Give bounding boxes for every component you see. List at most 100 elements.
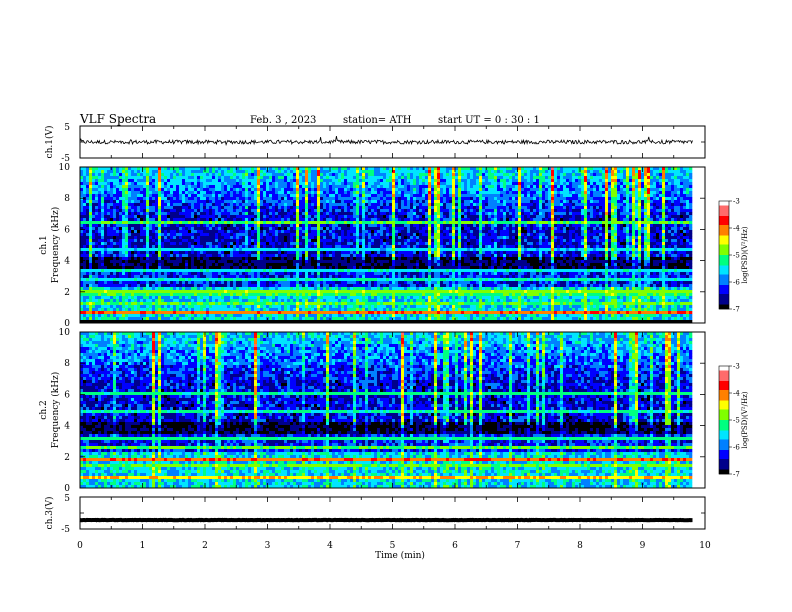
spectrogram-cell bbox=[206, 179, 210, 183]
spectrogram-cell bbox=[332, 173, 336, 177]
spectrogram-cell bbox=[95, 182, 99, 186]
spectrogram-cell bbox=[284, 227, 288, 231]
spectrogram-cell bbox=[683, 236, 687, 240]
spectrogram-cell bbox=[233, 185, 237, 189]
spectrogram-cell bbox=[626, 167, 630, 171]
spectrogram-cell bbox=[374, 233, 378, 237]
spectrogram-cell bbox=[167, 167, 171, 171]
spectrogram-cell bbox=[674, 215, 678, 219]
spectrogram-cell bbox=[278, 173, 282, 177]
spectrogram-cell bbox=[350, 212, 354, 216]
spectrogram-cell bbox=[614, 167, 618, 171]
spectrogram-cell bbox=[212, 224, 216, 228]
spectrogram-cell bbox=[635, 227, 639, 231]
spectrogram-cell bbox=[332, 224, 336, 228]
spectrogram-cell bbox=[500, 194, 504, 198]
spectrogram-cell bbox=[335, 218, 339, 222]
spectrogram-cell bbox=[281, 197, 285, 201]
spectrogram-cell bbox=[350, 206, 354, 210]
spectrogram-cell bbox=[566, 236, 570, 240]
spectrogram-cell bbox=[380, 236, 384, 240]
spectrogram-cell bbox=[392, 224, 396, 228]
spectrogram-cell bbox=[452, 224, 456, 228]
spectrogram-cell bbox=[638, 203, 642, 207]
spectrogram-cell bbox=[449, 212, 453, 216]
spectrogram-cell bbox=[173, 167, 177, 171]
spectrogram-cell bbox=[119, 200, 123, 204]
spectrogram-cell bbox=[494, 179, 498, 183]
spectrogram-cell bbox=[476, 194, 480, 198]
spectrogram-cell bbox=[98, 221, 102, 225]
spectrogram-cell bbox=[299, 170, 303, 174]
spectrogram-cell bbox=[509, 179, 513, 183]
spectrogram-cell bbox=[536, 212, 540, 216]
spectrogram-cell bbox=[128, 188, 132, 192]
spectrogram-cell bbox=[212, 206, 216, 210]
spectrogram-cell bbox=[623, 227, 627, 231]
spectrogram-cell bbox=[161, 182, 165, 186]
spectrogram-cell bbox=[347, 197, 351, 201]
spectrogram-cell bbox=[647, 230, 651, 234]
spectrogram-cell bbox=[344, 194, 348, 198]
spectrogram-cell bbox=[245, 233, 249, 237]
spectrogram-cell bbox=[419, 173, 423, 177]
spectrogram-cell bbox=[665, 212, 669, 216]
spectrogram-cell bbox=[224, 167, 228, 171]
spectrogram-cell bbox=[572, 236, 576, 240]
spectrogram-cell bbox=[269, 200, 273, 204]
spectrogram-cell bbox=[479, 206, 483, 210]
spectrogram-cell bbox=[512, 173, 516, 177]
spectrogram-cell bbox=[653, 179, 657, 183]
spectrogram-cell bbox=[137, 197, 141, 201]
spectrogram-cell bbox=[200, 224, 204, 228]
spectrogram-cell bbox=[395, 233, 399, 237]
spectrogram-cell bbox=[632, 188, 636, 192]
spectrogram-cell bbox=[653, 221, 657, 225]
spectrogram-cell bbox=[377, 215, 381, 219]
spectrogram-cell bbox=[356, 206, 360, 210]
spectrogram-cell bbox=[512, 224, 516, 228]
spectrogram-cell bbox=[494, 176, 498, 180]
spectrogram-cell bbox=[596, 197, 600, 201]
spectrogram-cell bbox=[185, 197, 189, 201]
spectrogram-cell bbox=[404, 167, 408, 171]
spectrogram-cell bbox=[452, 185, 456, 189]
spectrogram-cell bbox=[167, 215, 171, 219]
spectrogram-cell bbox=[326, 221, 330, 225]
spectrogram-cell bbox=[224, 212, 228, 216]
spectrogram-cell bbox=[293, 212, 297, 216]
spectrogram-cell bbox=[662, 203, 666, 207]
spectrogram-cell bbox=[398, 182, 402, 186]
spectrogram-cell bbox=[140, 182, 144, 186]
spectrogram-cell bbox=[152, 200, 156, 204]
spectrogram-cell bbox=[242, 209, 246, 213]
spectrogram-cell bbox=[476, 176, 480, 180]
spectrogram-cell bbox=[251, 176, 255, 180]
spectrogram-cell bbox=[104, 173, 108, 177]
spectrogram-cell bbox=[416, 185, 420, 189]
spectrogram-cell bbox=[335, 209, 339, 213]
spectrogram-cell bbox=[326, 188, 330, 192]
spectrogram-cell bbox=[230, 194, 234, 198]
spectrogram-cell bbox=[689, 206, 693, 210]
spectrogram-cell bbox=[683, 200, 687, 204]
spectrogram-cell bbox=[350, 197, 354, 201]
spectrogram-cell bbox=[608, 221, 612, 225]
spectrogram-cell bbox=[299, 203, 303, 207]
spectrogram-cell bbox=[575, 185, 579, 189]
spectrogram-cell bbox=[260, 179, 264, 183]
spectrogram-cell bbox=[143, 185, 147, 189]
spectrogram-cell bbox=[440, 167, 444, 171]
spectrogram-cell bbox=[554, 167, 558, 171]
spectrogram-cell bbox=[647, 176, 651, 180]
spectrogram-cell bbox=[419, 194, 423, 198]
spectrogram-cell bbox=[485, 233, 489, 237]
spectrogram-cell bbox=[686, 194, 690, 198]
spectrogram-cell bbox=[536, 230, 540, 234]
spectrogram-cell bbox=[524, 191, 528, 195]
spectrogram-cell bbox=[140, 212, 144, 216]
spectrogram-cell bbox=[320, 167, 324, 171]
spectrogram-cell bbox=[395, 209, 399, 213]
spectrogram-cell bbox=[404, 200, 408, 204]
spectrogram-cell bbox=[668, 218, 672, 222]
